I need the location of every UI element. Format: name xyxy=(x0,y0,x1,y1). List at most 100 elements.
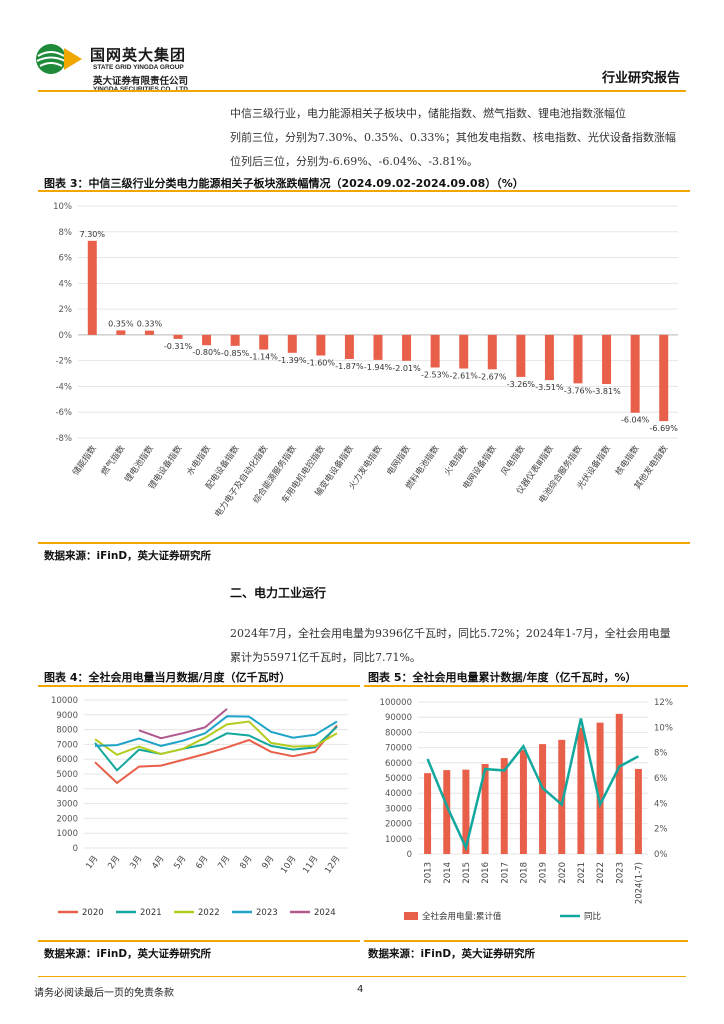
legend-label: 2021 xyxy=(140,908,162,918)
bar xyxy=(202,334,212,346)
bar xyxy=(659,334,669,422)
yoy-line xyxy=(426,718,639,852)
legend-label: 2024 xyxy=(314,908,336,918)
bar xyxy=(573,334,583,384)
y-tick-label: 2% xyxy=(59,305,73,315)
y-tick-label: 4000 xyxy=(56,785,78,795)
bar xyxy=(344,334,354,359)
figure5-combo-chart: 1000009000080000700006000050000400003000… xyxy=(380,698,673,922)
data-label: -1.60% xyxy=(307,359,336,368)
y-tick-label-left: 100000 xyxy=(380,698,412,708)
bar xyxy=(316,334,326,356)
x-tick-label: 11月 xyxy=(301,854,320,876)
footer-disclaimer: 请务必阅读最后一页的免责条款 xyxy=(34,988,174,999)
x-tick-label: 2017 xyxy=(500,862,510,884)
bar xyxy=(500,758,508,854)
x-tick-label: 4月 xyxy=(150,854,166,871)
bar xyxy=(402,334,412,361)
x-tick-label: 2013 xyxy=(424,862,434,884)
y-tick-label-right: 2% xyxy=(654,825,668,835)
bar xyxy=(173,334,183,339)
x-tick-label: 1月 xyxy=(84,854,100,871)
y-tick-label-left: 0 xyxy=(407,850,412,860)
x-tick-label: 2020 xyxy=(558,862,568,884)
y-tick-label: 3000 xyxy=(56,800,78,810)
data-label: -1.14% xyxy=(250,353,279,362)
y-tick-label: -4% xyxy=(55,382,72,392)
x-tick-label: 2016 xyxy=(481,862,491,884)
bar xyxy=(630,334,640,413)
x-tick-label: 电网指数 xyxy=(385,443,414,478)
figure3-bar-chart: 10% 8% 6% 4% 2% 0% -2% -4% -6% -8% 7.30% 储能指数 0.35% 燃… xyxy=(53,202,679,519)
figure5-source: 数据来源：iFinD，英大证券研究所 xyxy=(368,948,536,960)
y-tick-label: 10% xyxy=(53,202,72,212)
y-tick-label-left: 40000 xyxy=(385,789,412,799)
x-tick-label: 2022 xyxy=(596,862,606,884)
section-line-1: 2024年7月，全社会用电量为9396亿千瓦时，同比5.72%；2024年1-7… xyxy=(230,627,671,640)
intro-line-2: 列前三位，分别为7.30%、0.35%、0.33%；其他发电指数、核电指数、光伏… xyxy=(230,131,676,144)
data-label: 0.33% xyxy=(137,320,163,329)
y-tick-label-right: 10% xyxy=(654,723,673,733)
data-label: -1.94% xyxy=(364,363,393,372)
data-label: -2.01% xyxy=(392,364,421,373)
legend-label: 2023 xyxy=(256,908,278,918)
intro-line-3: 位列后三位，分别为-6.69%、-6.04%、-3.81%。 xyxy=(230,155,478,168)
y-tick-label-left: 80000 xyxy=(385,728,412,738)
x-tick-label: 燃气指数 xyxy=(99,443,128,478)
logo-icon xyxy=(34,42,84,76)
x-tick-label: 2021 xyxy=(577,862,587,884)
x-tick-label: 9月 xyxy=(260,854,276,871)
data-label: -6.04% xyxy=(621,416,650,425)
y-tick-label: 6% xyxy=(59,254,73,264)
data-label: 7.30% xyxy=(80,230,106,239)
figure5-bottom-line xyxy=(364,940,688,942)
data-label: -1.39% xyxy=(278,356,307,365)
data-label: -3.76% xyxy=(564,386,593,395)
series-line-2023 xyxy=(94,715,338,747)
y-tick-label-right: 12% xyxy=(654,698,673,708)
x-tick-label: 2月 xyxy=(106,854,122,871)
x-tick-label: 10月 xyxy=(279,854,298,876)
x-tick-label: 核电指数 xyxy=(613,443,642,478)
bar xyxy=(602,334,612,384)
figure4-top-line xyxy=(38,685,360,687)
data-label: -2.53% xyxy=(421,370,450,379)
y-tick-label: 7000 xyxy=(56,740,78,750)
series-line-2021 xyxy=(94,725,338,772)
bar xyxy=(287,334,297,353)
data-label: -0.80% xyxy=(192,348,221,357)
y-tick-label: -2% xyxy=(55,357,72,367)
x-tick-label: 水电指数 xyxy=(185,443,214,478)
figure3-top-line xyxy=(38,190,690,192)
data-label: -1.87% xyxy=(335,362,364,371)
figure5-title: 图表 5：全社会用电量累计数据/年度（亿千瓦时，%） xyxy=(368,671,637,684)
data-label: -0.85% xyxy=(221,349,250,358)
y-tick-label: 5000 xyxy=(56,770,78,780)
data-label: -0.31% xyxy=(164,342,193,351)
figure4-title: 图表 4：全社会用电量当月数据/月度（亿千瓦时） xyxy=(44,671,291,684)
y-tick-label: 4% xyxy=(59,279,73,289)
data-label: -6.69% xyxy=(650,424,679,433)
x-tick-label: 2019 xyxy=(539,862,549,884)
bar xyxy=(615,713,623,854)
logo-text-cn: 国网英大集团 xyxy=(90,46,187,64)
figure4-line-chart: 1000090008000700060005000400030002000100… xyxy=(51,696,348,918)
x-tick-label: 2024(1-7) xyxy=(634,862,644,904)
bar xyxy=(596,722,604,854)
x-tick-label: 6月 xyxy=(194,854,210,871)
y-tick-label-left: 60000 xyxy=(385,759,412,769)
bar xyxy=(459,334,469,369)
legend-label: 同比 xyxy=(584,911,601,922)
legend-swatch-bar xyxy=(404,912,418,920)
data-label: 0.35% xyxy=(108,319,134,328)
series-line-2020 xyxy=(94,724,338,785)
y-tick-label: 6000 xyxy=(56,755,78,765)
x-tick-label: 5月 xyxy=(172,854,188,871)
y-tick-label: 9000 xyxy=(56,711,78,721)
bar xyxy=(116,330,126,335)
bar xyxy=(144,330,154,335)
y-tick-label-right: 8% xyxy=(654,749,668,759)
x-tick-label: 7月 xyxy=(216,854,232,871)
y-tick-label-left: 90000 xyxy=(385,713,412,723)
figure3-bottom-line xyxy=(38,542,690,544)
